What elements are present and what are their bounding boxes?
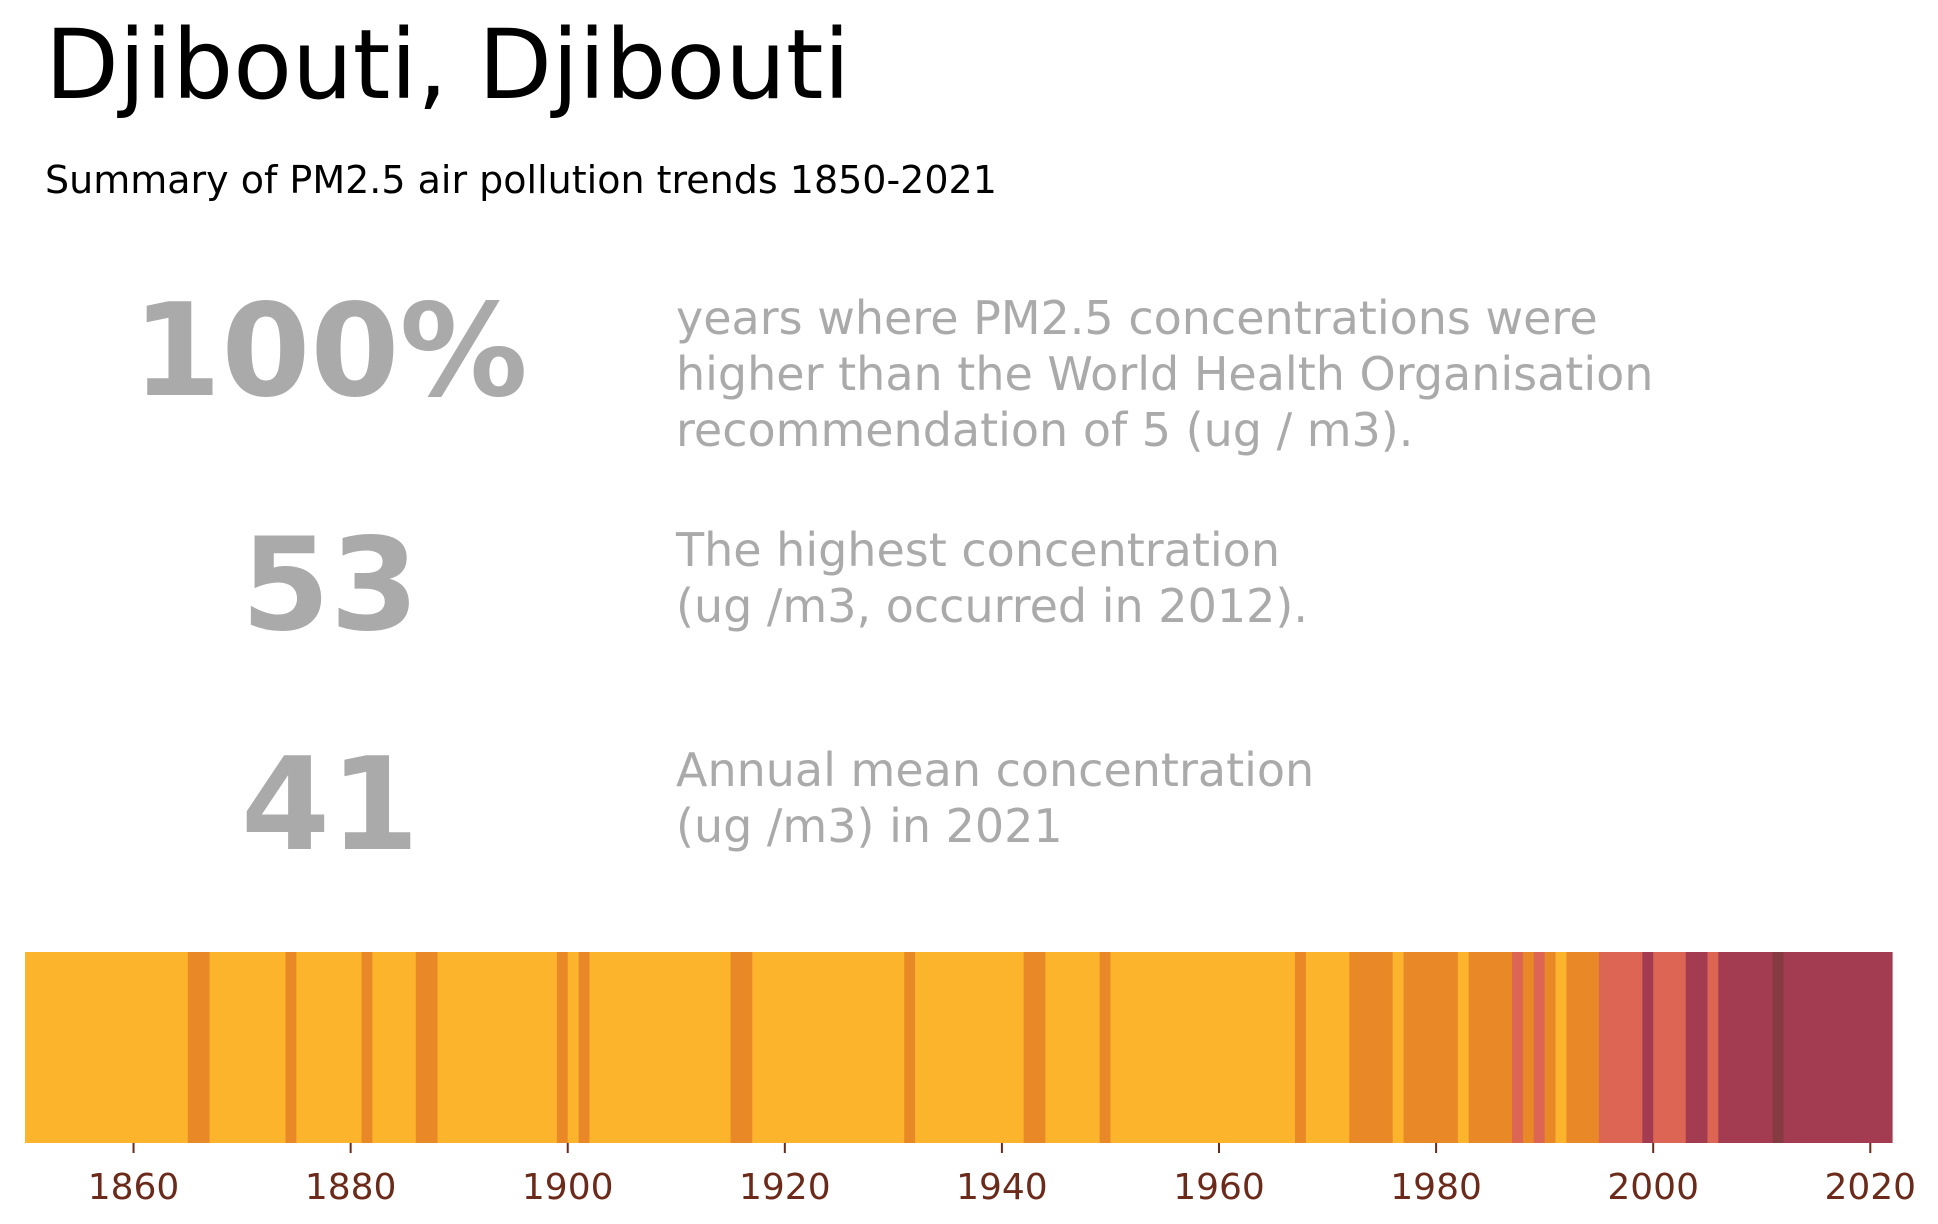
x-tick-label: 1880 (305, 1167, 397, 1208)
stripe-segment (1555, 952, 1567, 1143)
stripe-segment (1023, 952, 1046, 1143)
x-tick-label: 1920 (739, 1167, 831, 1208)
stripe-segment (567, 952, 580, 1143)
stripe-segment (1653, 952, 1687, 1143)
stat-description-line: (ug /m3) in 2021 (676, 799, 1063, 853)
stat-value-annual-mean: 41 (240, 731, 420, 880)
x-tick-label: 1900 (522, 1167, 614, 1208)
x-tick-label: 1860 (88, 1167, 180, 1208)
stripe-segment (1294, 952, 1307, 1143)
stat-description-line: Annual mean concentration (676, 743, 1315, 797)
stripe-segment (1468, 952, 1513, 1143)
stripe-segment (187, 952, 211, 1143)
stripe-segment (1772, 952, 1785, 1143)
stripe-segment (437, 952, 558, 1143)
stripe-segment (1349, 952, 1394, 1143)
stripe-segment (1305, 952, 1350, 1143)
stripe-segment (556, 952, 569, 1143)
stripe-segment (1642, 952, 1654, 1143)
stripe-segment (1707, 952, 1719, 1143)
stripe-segment (285, 952, 297, 1143)
stripe-segment (1392, 952, 1405, 1143)
stripe-segment (372, 952, 417, 1143)
stripe-segment (1685, 952, 1709, 1143)
x-tick-label: 2020 (1824, 1167, 1916, 1208)
stripe-segment (1533, 952, 1546, 1143)
stripe-segment (415, 952, 439, 1143)
stripe-segment (1718, 952, 1774, 1143)
stripe-segment (296, 952, 363, 1143)
stripe-segment (1544, 952, 1557, 1143)
stripe-segment (589, 952, 732, 1143)
stat-description-exceedance: years where PM2.5 concentrations were hi… (676, 290, 1653, 458)
page-subtitle: Summary of PM2.5 air pollution trends 18… (45, 158, 997, 202)
stripe-segment (1099, 952, 1112, 1143)
stripe-segment (1110, 952, 1296, 1143)
stripe-segment (1403, 952, 1459, 1143)
stripe-segment (904, 952, 916, 1143)
x-tick-label: 1960 (1173, 1167, 1265, 1208)
stat-description-highest: The highest concentration (ug /m3, occur… (676, 522, 1308, 634)
stripe-segment (1598, 952, 1643, 1143)
stripe-segment (361, 952, 373, 1143)
stat-value-exceedance: 100% (132, 277, 528, 426)
stripe-segment (915, 952, 1025, 1143)
stat-description-line: recommendation of 5 (ug / m3). (676, 403, 1414, 457)
stripe-segment (578, 952, 591, 1143)
stat-value-highest: 53 (240, 511, 420, 660)
stat-description-line: (ug /m3, occurred in 2012). (676, 579, 1308, 633)
stat-description-line: The highest concentration (676, 523, 1280, 577)
stripe-segment (1522, 952, 1535, 1143)
stripe-segment (209, 952, 287, 1143)
stripe-segment (752, 952, 905, 1143)
stripe-segment (1783, 952, 1893, 1143)
stripe-segment (1566, 952, 1600, 1143)
page-title: Djibouti, Djibouti (45, 9, 851, 121)
stripe-segment (1457, 952, 1470, 1143)
x-tick-label: 1940 (956, 1167, 1048, 1208)
stat-description-annual-mean: Annual mean concentration (ug /m3) in 20… (676, 742, 1314, 854)
stat-description-line: higher than the World Health Organisatio… (676, 347, 1654, 401)
stripe-segment (1045, 952, 1101, 1143)
stat-description-line: years where PM2.5 concentrations were (676, 291, 1598, 345)
stripe-segment (730, 952, 753, 1143)
stripe-segment (25, 952, 189, 1143)
x-tick-label: 1980 (1390, 1167, 1482, 1208)
stripe-segment (1512, 952, 1524, 1143)
x-tick-label: 2000 (1607, 1167, 1699, 1208)
